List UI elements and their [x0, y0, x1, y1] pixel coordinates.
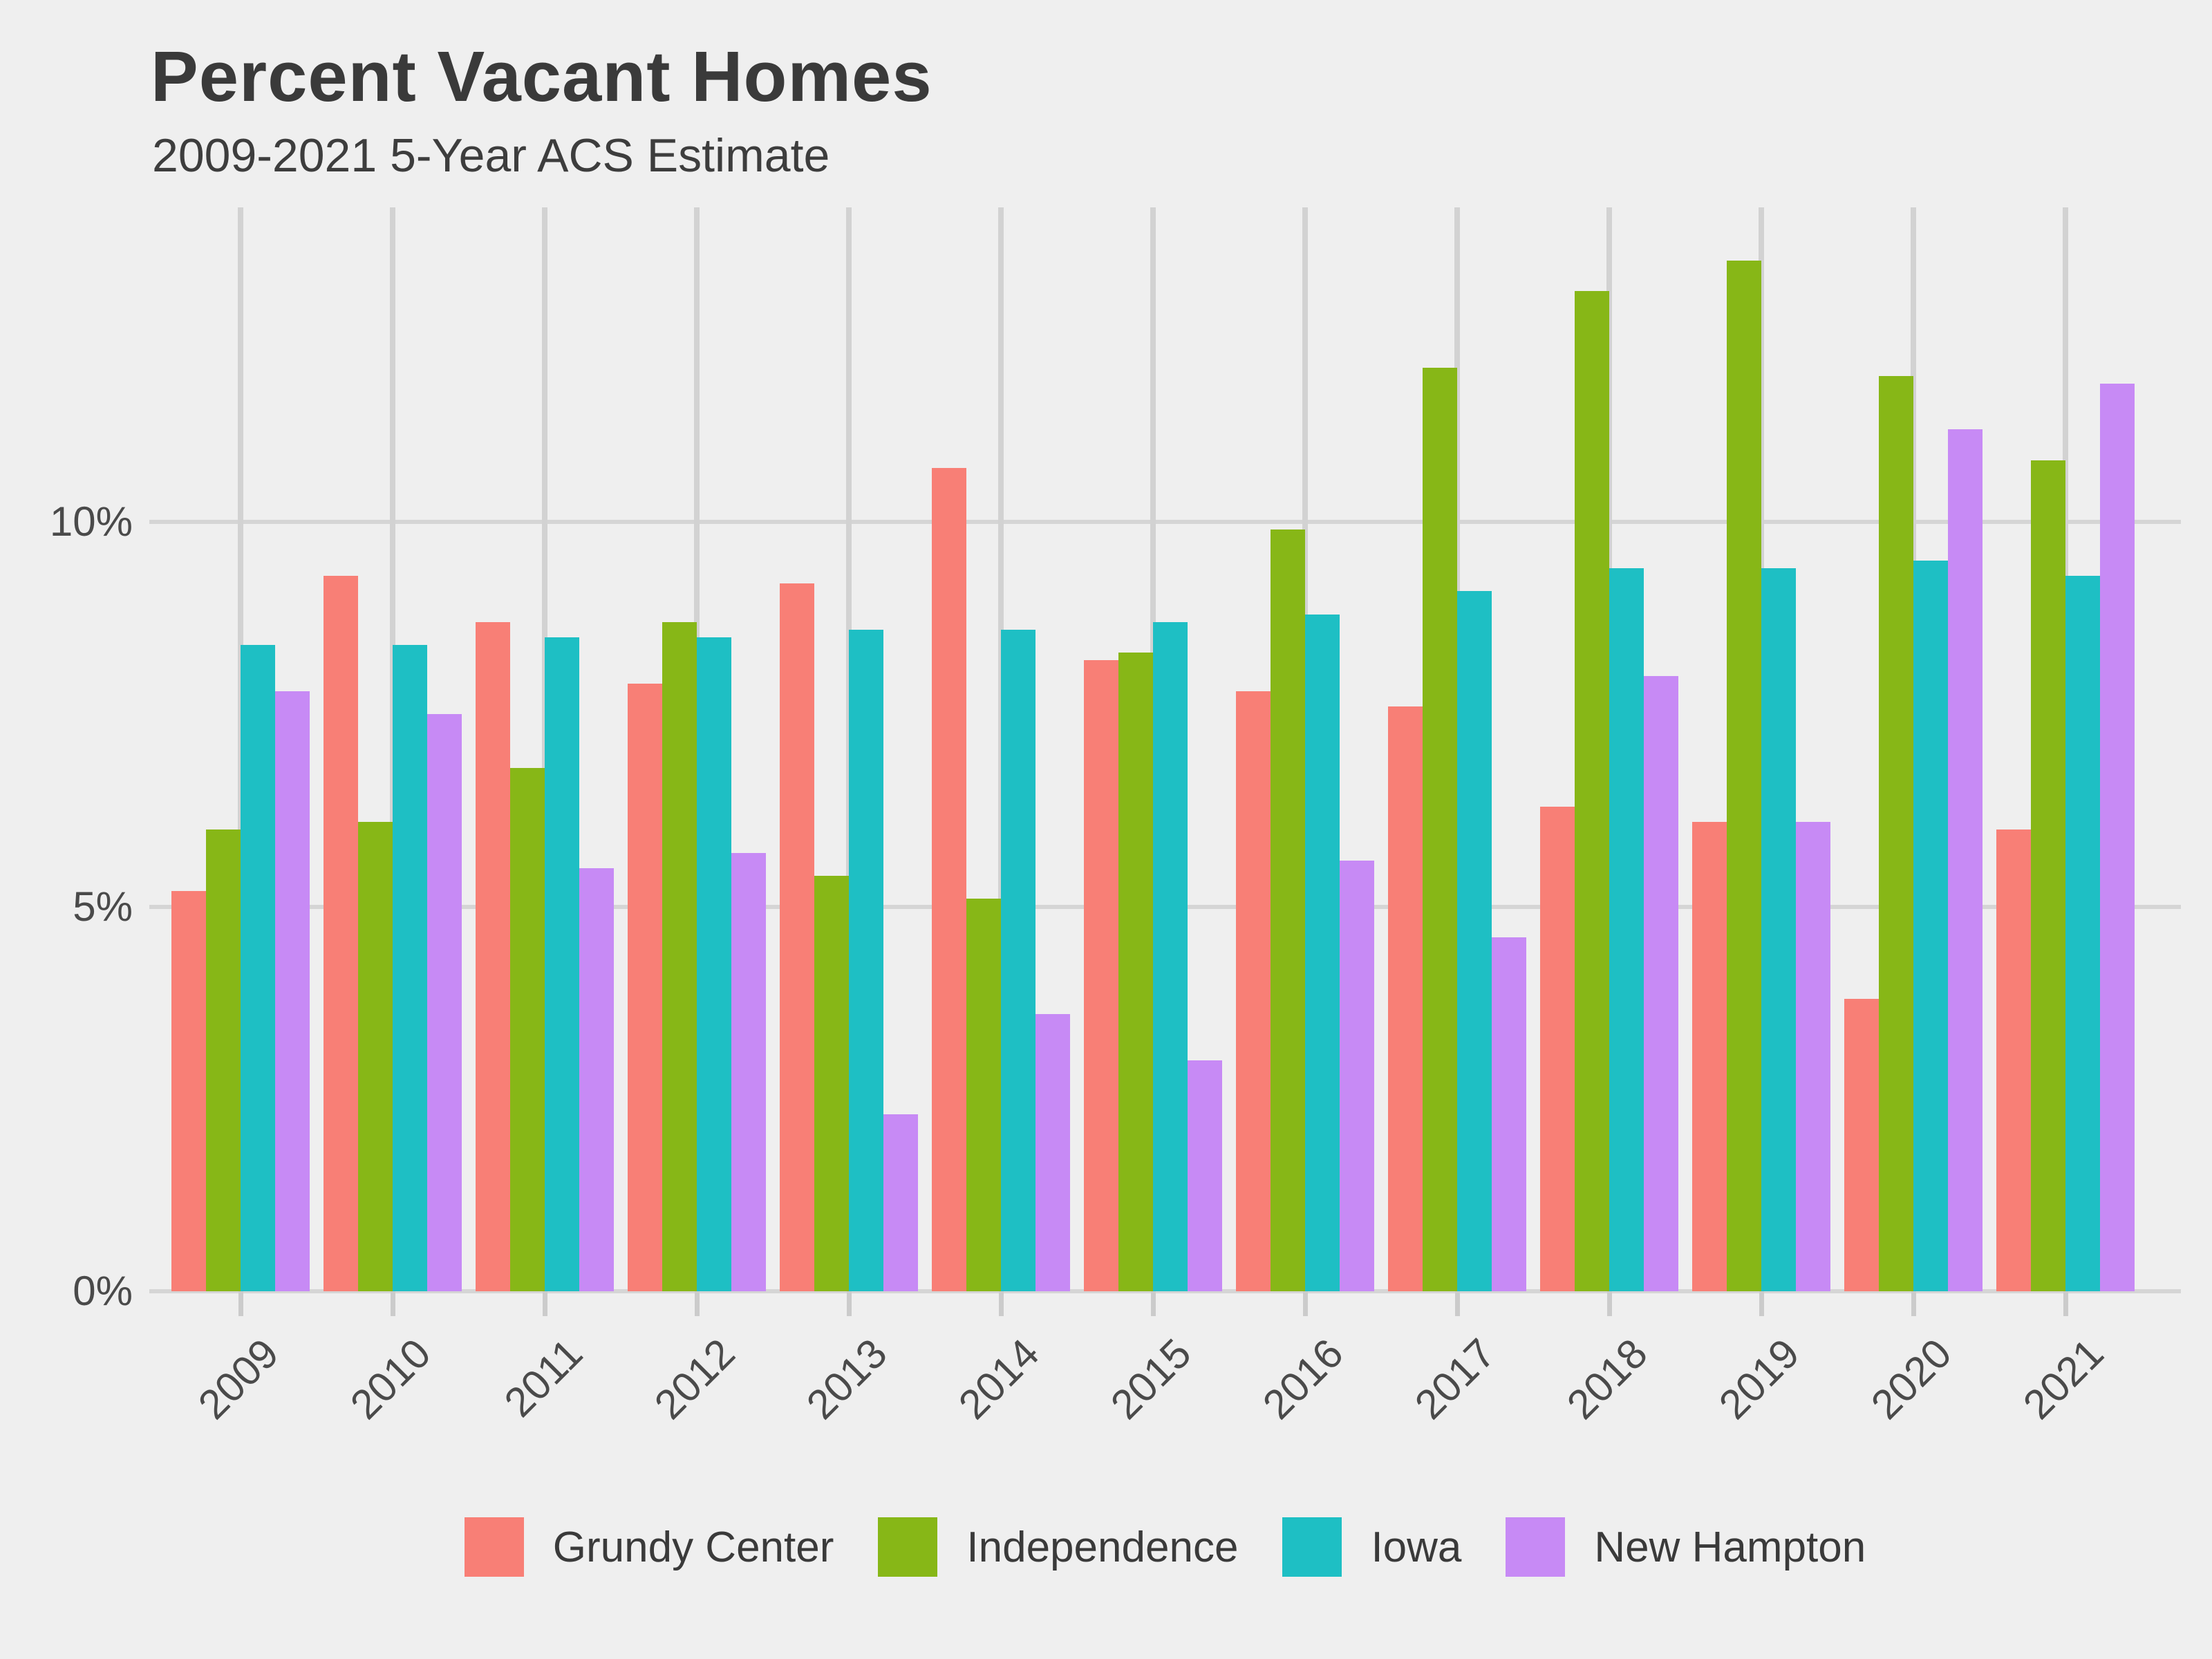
x-tick-2013	[847, 1291, 852, 1316]
bar-2014-new-hampton	[1035, 1014, 1070, 1291]
legend-swatch-independence	[878, 1517, 938, 1577]
bar-2015-independence	[1118, 653, 1153, 1291]
bar-2010-new-hampton	[427, 714, 462, 1291]
bar-2016-iowa	[1305, 615, 1340, 1291]
bar-2010-independence	[358, 822, 393, 1291]
bar-2012-grundy-center	[628, 684, 662, 1291]
bar-2017-independence	[1423, 368, 1457, 1291]
bar-2010-iowa	[393, 645, 427, 1291]
bar-2020-new-hampton	[1948, 429, 1983, 1291]
x-axis-label-2010: 2010	[341, 1329, 440, 1428]
bar-2019-new-hampton	[1796, 822, 1830, 1291]
x-tick-2010	[391, 1291, 395, 1316]
legend-label-grundy-center: Grundy Center	[552, 1523, 834, 1571]
x-tick-2019	[1759, 1291, 1764, 1316]
bar-2011-independence	[510, 768, 545, 1291]
bar-2017-iowa	[1457, 591, 1492, 1291]
bar-2019-grundy-center	[1692, 822, 1727, 1291]
legend-label-independence: Independence	[966, 1523, 1239, 1571]
gridline-y-10	[149, 520, 2181, 524]
legend-item-new-hampton: New Hampton	[1506, 1517, 1866, 1577]
x-axis-label-2017: 2017	[1405, 1329, 1504, 1428]
bar-2021-iowa	[2065, 576, 2100, 1291]
x-axis-label-2016: 2016	[1253, 1329, 1352, 1428]
bar-2015-iowa	[1153, 622, 1188, 1291]
bar-2020-iowa	[1913, 561, 1948, 1291]
bar-2011-grundy-center	[476, 622, 510, 1291]
bar-2014-iowa	[1001, 630, 1035, 1291]
bar-2012-independence	[662, 622, 697, 1291]
bar-2017-new-hampton	[1492, 937, 1526, 1291]
legend-item-grundy-center: Grundy Center	[464, 1517, 834, 1577]
bar-2009-grundy-center	[171, 891, 206, 1291]
bar-2013-new-hampton	[883, 1114, 918, 1291]
bar-2018-iowa	[1609, 568, 1644, 1291]
x-axis-label-2011: 2011	[495, 1329, 592, 1426]
x-axis-label-2020: 2020	[1862, 1329, 1960, 1428]
x-tick-2020	[1911, 1291, 1916, 1316]
bar-2020-grundy-center	[1844, 999, 1879, 1291]
legend-swatch-iowa	[1282, 1517, 1342, 1577]
bar-2016-grundy-center	[1236, 691, 1271, 1291]
bar-2019-independence	[1727, 261, 1761, 1291]
x-tick-2016	[1303, 1291, 1308, 1316]
y-axis-label-5: 5%	[73, 883, 133, 930]
x-axis-label-2015: 2015	[1101, 1329, 1200, 1428]
bar-2014-independence	[966, 899, 1001, 1291]
bar-2011-new-hampton	[579, 868, 614, 1291]
bar-2018-independence	[1575, 291, 1609, 1291]
bar-2014-grundy-center	[932, 468, 966, 1291]
x-tick-2018	[1607, 1291, 1612, 1316]
bar-2019-iowa	[1761, 568, 1796, 1291]
bar-2021-grundy-center	[1996, 830, 2031, 1291]
legend-item-iowa: Iowa	[1282, 1517, 1461, 1577]
bar-2010-grundy-center	[324, 576, 358, 1291]
bar-2018-grundy-center	[1540, 807, 1575, 1291]
bar-2017-grundy-center	[1388, 706, 1423, 1291]
x-axis-label-2013: 2013	[797, 1329, 896, 1428]
x-axis-label-2019: 2019	[1709, 1329, 1808, 1428]
bar-2021-new-hampton	[2100, 384, 2135, 1291]
x-axis-label-2012: 2012	[645, 1329, 744, 1428]
x-tick-2017	[1455, 1291, 1460, 1316]
chart-subtitle: 2009-2021 5-Year ACS Estimate	[152, 129, 830, 182]
x-axis-label-2018: 2018	[1557, 1329, 1656, 1428]
legend: Grundy Center Independence Iowa New Hampton	[149, 1517, 2181, 1577]
x-axis-label-2014: 2014	[949, 1329, 1048, 1428]
chart-title: Percent Vacant Homes	[151, 37, 932, 116]
x-axis-label-2009: 2009	[189, 1329, 288, 1428]
bar-2011-iowa	[545, 637, 579, 1291]
bar-2009-independence	[206, 830, 241, 1291]
bar-2020-independence	[1879, 376, 1913, 1291]
legend-swatch-grundy-center	[464, 1517, 524, 1577]
bar-2012-new-hampton	[731, 853, 766, 1291]
legend-item-independence: Independence	[878, 1517, 1238, 1577]
legend-label-new-hampton: New Hampton	[1594, 1523, 1866, 1571]
bar-2018-new-hampton	[1644, 676, 1678, 1291]
bar-2016-new-hampton	[1340, 861, 1374, 1291]
bar-2009-iowa	[241, 645, 275, 1291]
bar-2021-independence	[2031, 460, 2065, 1291]
bar-2015-new-hampton	[1188, 1060, 1222, 1291]
x-tick-2011	[543, 1291, 547, 1316]
bar-2009-new-hampton	[275, 691, 310, 1291]
x-axis-label-2021: 2021	[2014, 1329, 2112, 1428]
x-tick-2015	[1151, 1291, 1156, 1316]
bar-2012-iowa	[697, 637, 731, 1291]
y-axis-label-0: 0%	[73, 1268, 133, 1314]
legend-swatch-new-hampton	[1506, 1517, 1566, 1577]
bar-2013-iowa	[849, 630, 883, 1291]
bar-2015-grundy-center	[1084, 660, 1118, 1291]
x-tick-2021	[2063, 1291, 2068, 1316]
bar-2013-independence	[814, 876, 849, 1291]
legend-label-iowa: Iowa	[1371, 1523, 1462, 1571]
x-tick-2012	[695, 1291, 700, 1316]
bar-2013-grundy-center	[780, 583, 814, 1291]
y-axis-label-10: 10%	[49, 498, 133, 545]
gridline-y-0	[149, 1289, 2181, 1293]
x-tick-2014	[999, 1291, 1004, 1316]
bar-2016-independence	[1271, 529, 1305, 1291]
x-tick-2009	[238, 1291, 243, 1316]
